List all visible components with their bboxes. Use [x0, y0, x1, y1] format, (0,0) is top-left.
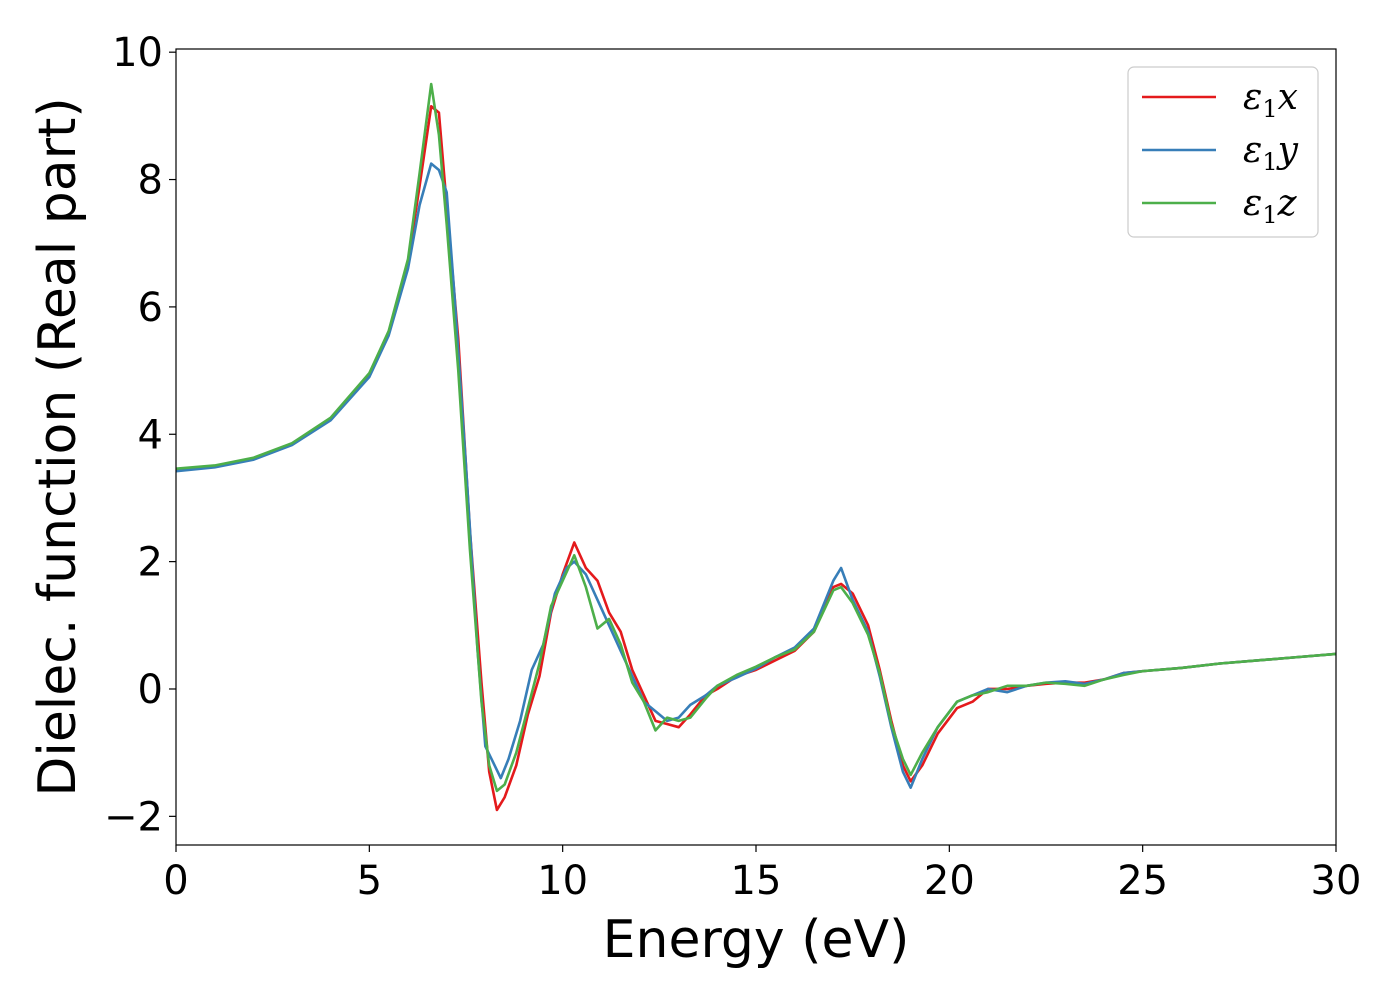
- series-line-y: [175, 162, 1337, 789]
- x-tick-label: 25: [1117, 858, 1168, 904]
- legend-subscript: 1: [1262, 148, 1277, 176]
- y-tick-label: 8: [138, 158, 163, 204]
- y-tick-label: 2: [138, 540, 163, 586]
- legend-label-y: ε1y: [1243, 130, 1299, 176]
- x-tick-label: 5: [357, 858, 382, 904]
- x-axis-label: Energy (eV): [603, 910, 910, 970]
- y-axis-ticks: −2 0 2 4 6 8 10: [104, 30, 176, 840]
- x-tick-label: 10: [537, 858, 588, 904]
- legend-label-z: ε1z: [1243, 183, 1298, 229]
- legend-subscript: 1: [1262, 201, 1277, 229]
- legend-component: y: [1276, 130, 1299, 171]
- y-axis-label: Dielec. function (Real part): [28, 97, 88, 796]
- y-tick-label: 6: [138, 285, 163, 331]
- x-tick-label: 30: [1311, 858, 1362, 904]
- legend-subscript: 1: [1262, 95, 1277, 123]
- x-tick-label: 15: [731, 858, 782, 904]
- y-tick-label: −2: [104, 794, 163, 840]
- legend-frame: [1127, 66, 1319, 238]
- legend-label-x: ε1x: [1243, 77, 1298, 123]
- y-tick-label: 4: [138, 412, 163, 458]
- legend-epsilon: ε: [1243, 130, 1262, 171]
- y-tick-label: 0: [138, 667, 163, 713]
- legend-component: z: [1277, 183, 1298, 224]
- plot-series-group: [175, 82, 1337, 812]
- x-axis-ticks: 0 5 10 15 20 25 30: [163, 845, 1361, 904]
- x-tick-label: 0: [163, 858, 188, 904]
- series-line-z: [175, 82, 1337, 793]
- x-tick-label: 20: [924, 858, 975, 904]
- legend-epsilon: ε: [1243, 77, 1262, 118]
- y-tick-label: 10: [112, 30, 163, 76]
- legend-component: x: [1278, 77, 1298, 118]
- legend-epsilon: ε: [1243, 183, 1262, 224]
